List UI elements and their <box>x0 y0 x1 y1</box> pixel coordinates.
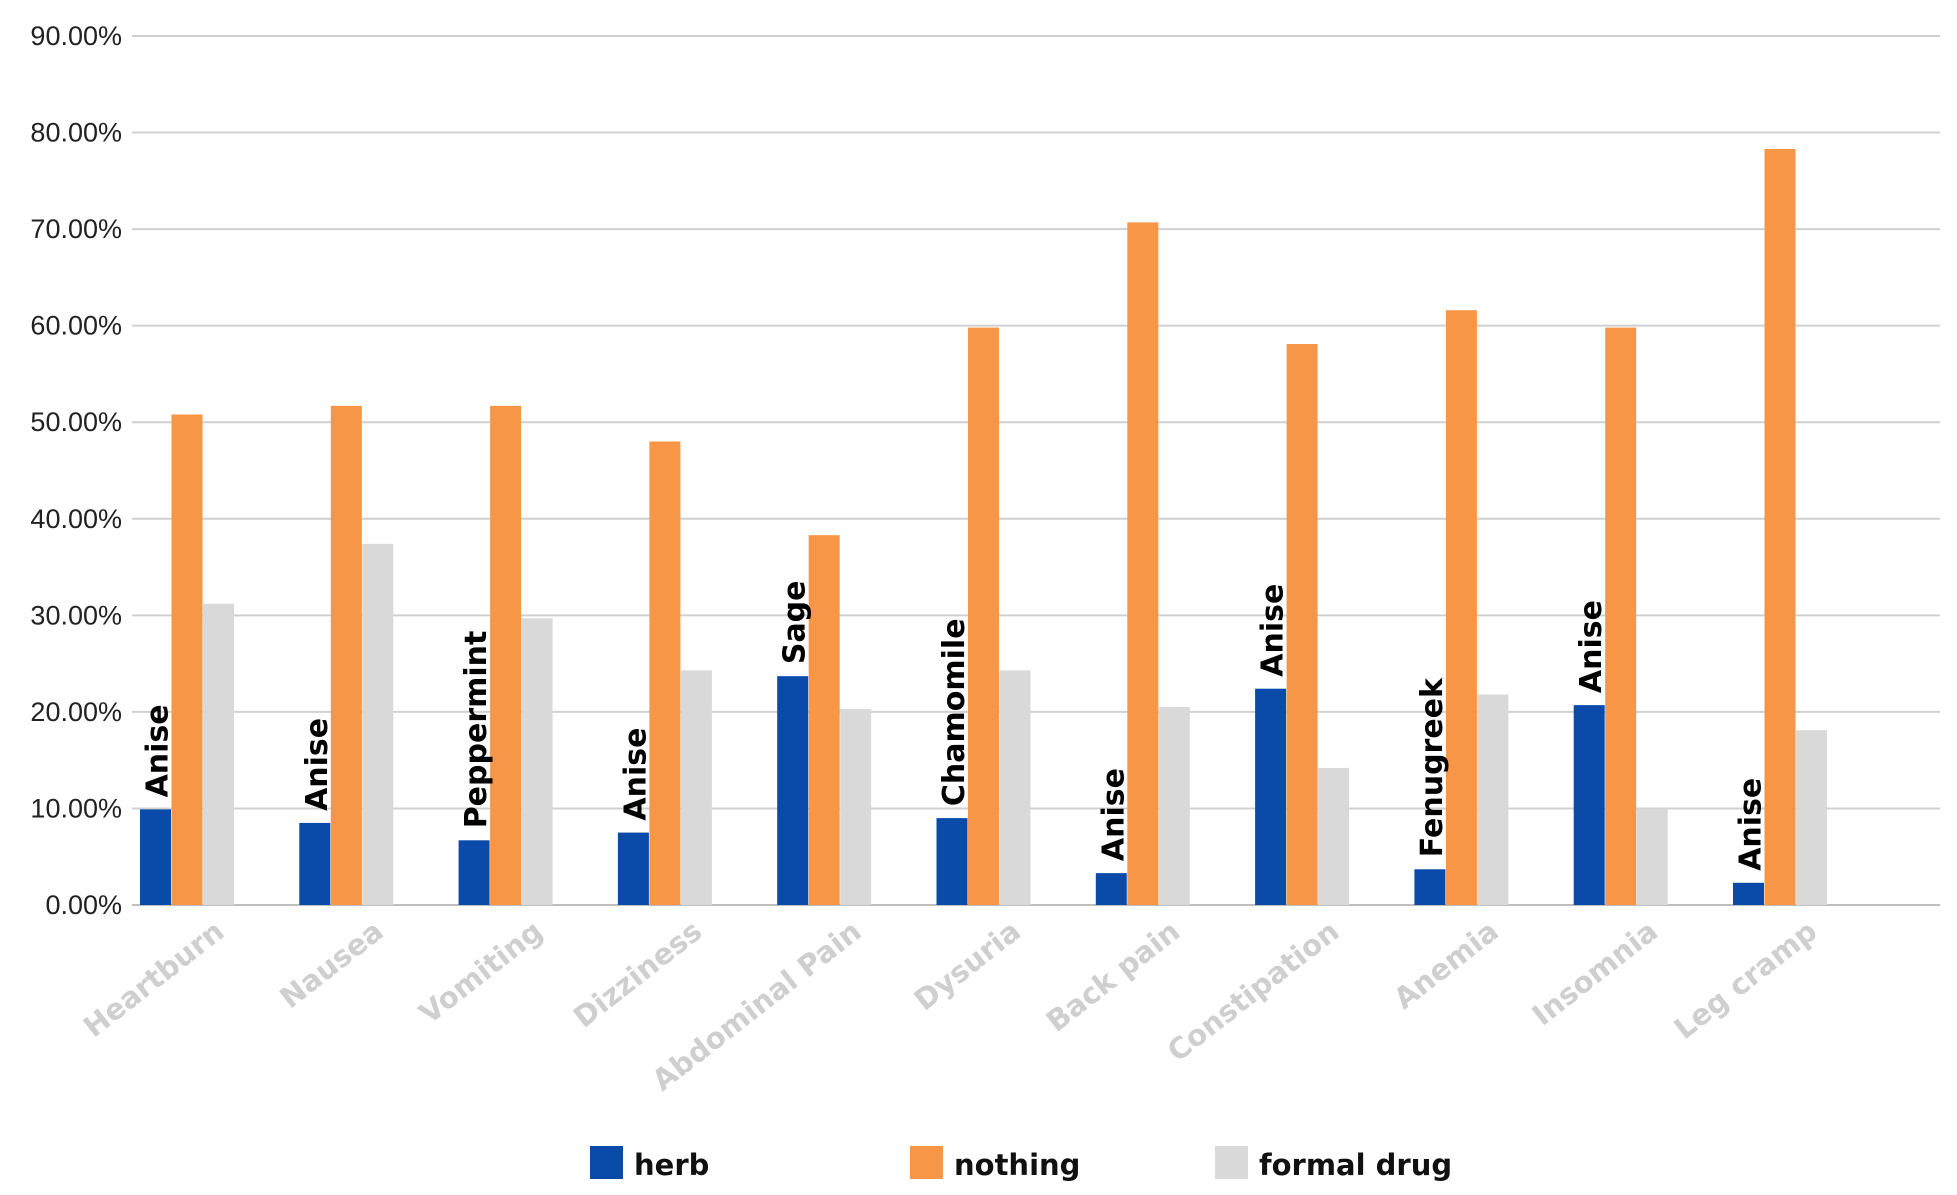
bar-herb <box>617 832 649 905</box>
bar-herb <box>299 822 331 905</box>
legend-label: herb <box>634 1148 709 1182</box>
bar-herb <box>1255 688 1287 905</box>
legend-swatch-formal-drug <box>1215 1146 1248 1179</box>
bar-herb <box>1733 882 1764 905</box>
bar-formal-drug <box>840 708 872 905</box>
legend-label: formal drug <box>1259 1148 1452 1182</box>
herb-annotation: Anise <box>1734 778 1769 871</box>
bar-nothing <box>968 327 999 905</box>
bar-formal-drug <box>999 670 1031 905</box>
x-tick-label: Constipation <box>1161 914 1346 1069</box>
herb-annotation: Fenugreek <box>1415 677 1450 857</box>
bar-formal-drug <box>521 618 553 905</box>
bar-herb <box>1414 869 1446 905</box>
y-tick-label: 0.00% <box>45 890 122 920</box>
herb-annotation: Peppermint <box>459 631 494 829</box>
bar-nothing <box>1127 222 1159 905</box>
y-tick-label: 10.00% <box>30 793 122 823</box>
herb-annotation: Sage <box>778 580 813 664</box>
x-tick-label: Leg cramp <box>1668 914 1824 1046</box>
bar-nothing <box>1286 344 1318 905</box>
grid <box>132 35 1940 906</box>
x-tick-label: Dysuria <box>908 914 1027 1018</box>
legend-swatch-nothing <box>910 1146 943 1179</box>
y-tick-label: 80.00% <box>30 118 122 148</box>
y-tick-label: 20.00% <box>30 697 122 727</box>
bar-formal-drug <box>1796 730 1827 905</box>
bar-herb <box>458 840 490 905</box>
x-tick-label: Anemia <box>1387 914 1504 1016</box>
legend-label: nothing <box>954 1148 1080 1182</box>
bar-formal-drug <box>362 543 394 905</box>
y-tick-label: 60.00% <box>30 311 122 341</box>
bar-formal-drug <box>680 670 712 905</box>
bar-nothing <box>649 441 681 905</box>
x-tick-label: Vomiting <box>413 914 549 1031</box>
x-tick-label: Dizziness <box>567 914 708 1035</box>
legend-swatch-herb <box>590 1146 623 1179</box>
herb-annotation: Anise <box>618 728 653 821</box>
herb-annotation: Anise <box>1574 600 1609 693</box>
herb-annotation: Anise <box>1096 768 1131 861</box>
y-tick-label: 50.00% <box>30 407 122 437</box>
y-tick-label: 70.00% <box>30 214 122 244</box>
bar-formal-drug <box>1318 767 1350 905</box>
y-axis: 0.00% 10.00% 20.00% 30.00% 40.00% 50.00% 60.00… <box>30 21 122 920</box>
herb-annotations: Anise Anise Peppermint Anise Sage Chamomile An… <box>141 580 1769 870</box>
y-tick-label: 30.00% <box>30 600 122 630</box>
bar-formal-drug <box>1158 707 1190 905</box>
bar-herb <box>140 809 171 905</box>
y-tick-label: 90.00% <box>30 21 122 51</box>
herb-annotation: Anise <box>1256 584 1291 677</box>
bar-formal-drug <box>203 603 234 905</box>
bar-nothing <box>808 535 840 905</box>
bar-herb <box>777 676 809 905</box>
bars <box>140 148 1827 906</box>
bar-nothing <box>490 405 522 905</box>
bar-herb <box>1095 873 1127 905</box>
herb-annotation: Chamomile <box>937 618 972 806</box>
bar-nothing <box>171 414 203 905</box>
x-tick-label: Nausea <box>273 914 389 1015</box>
herb-annotation: Anise <box>300 718 335 811</box>
bar-herb <box>936 818 968 905</box>
bar-nothing <box>330 405 362 905</box>
legend: herb nothing formal drug <box>590 1146 1452 1182</box>
bar-herb <box>1573 705 1605 905</box>
x-axis: Heartburn Nausea Vomiting DizzinessAbdomina… <box>77 914 1823 1098</box>
bar-nothing <box>1764 148 1796 906</box>
x-tick-label: Back pain <box>1040 914 1186 1039</box>
bar-formal-drug <box>1477 694 1509 905</box>
herb-annotation: Anise <box>141 704 176 797</box>
y-tick-label: 40.00% <box>30 504 122 534</box>
bar-formal-drug <box>1636 808 1668 905</box>
bar-nothing <box>1445 310 1477 905</box>
x-tick-label: Insomnia <box>1526 914 1664 1033</box>
x-tick-label: Heartburn <box>77 914 230 1044</box>
bar-nothing <box>1605 327 1637 905</box>
